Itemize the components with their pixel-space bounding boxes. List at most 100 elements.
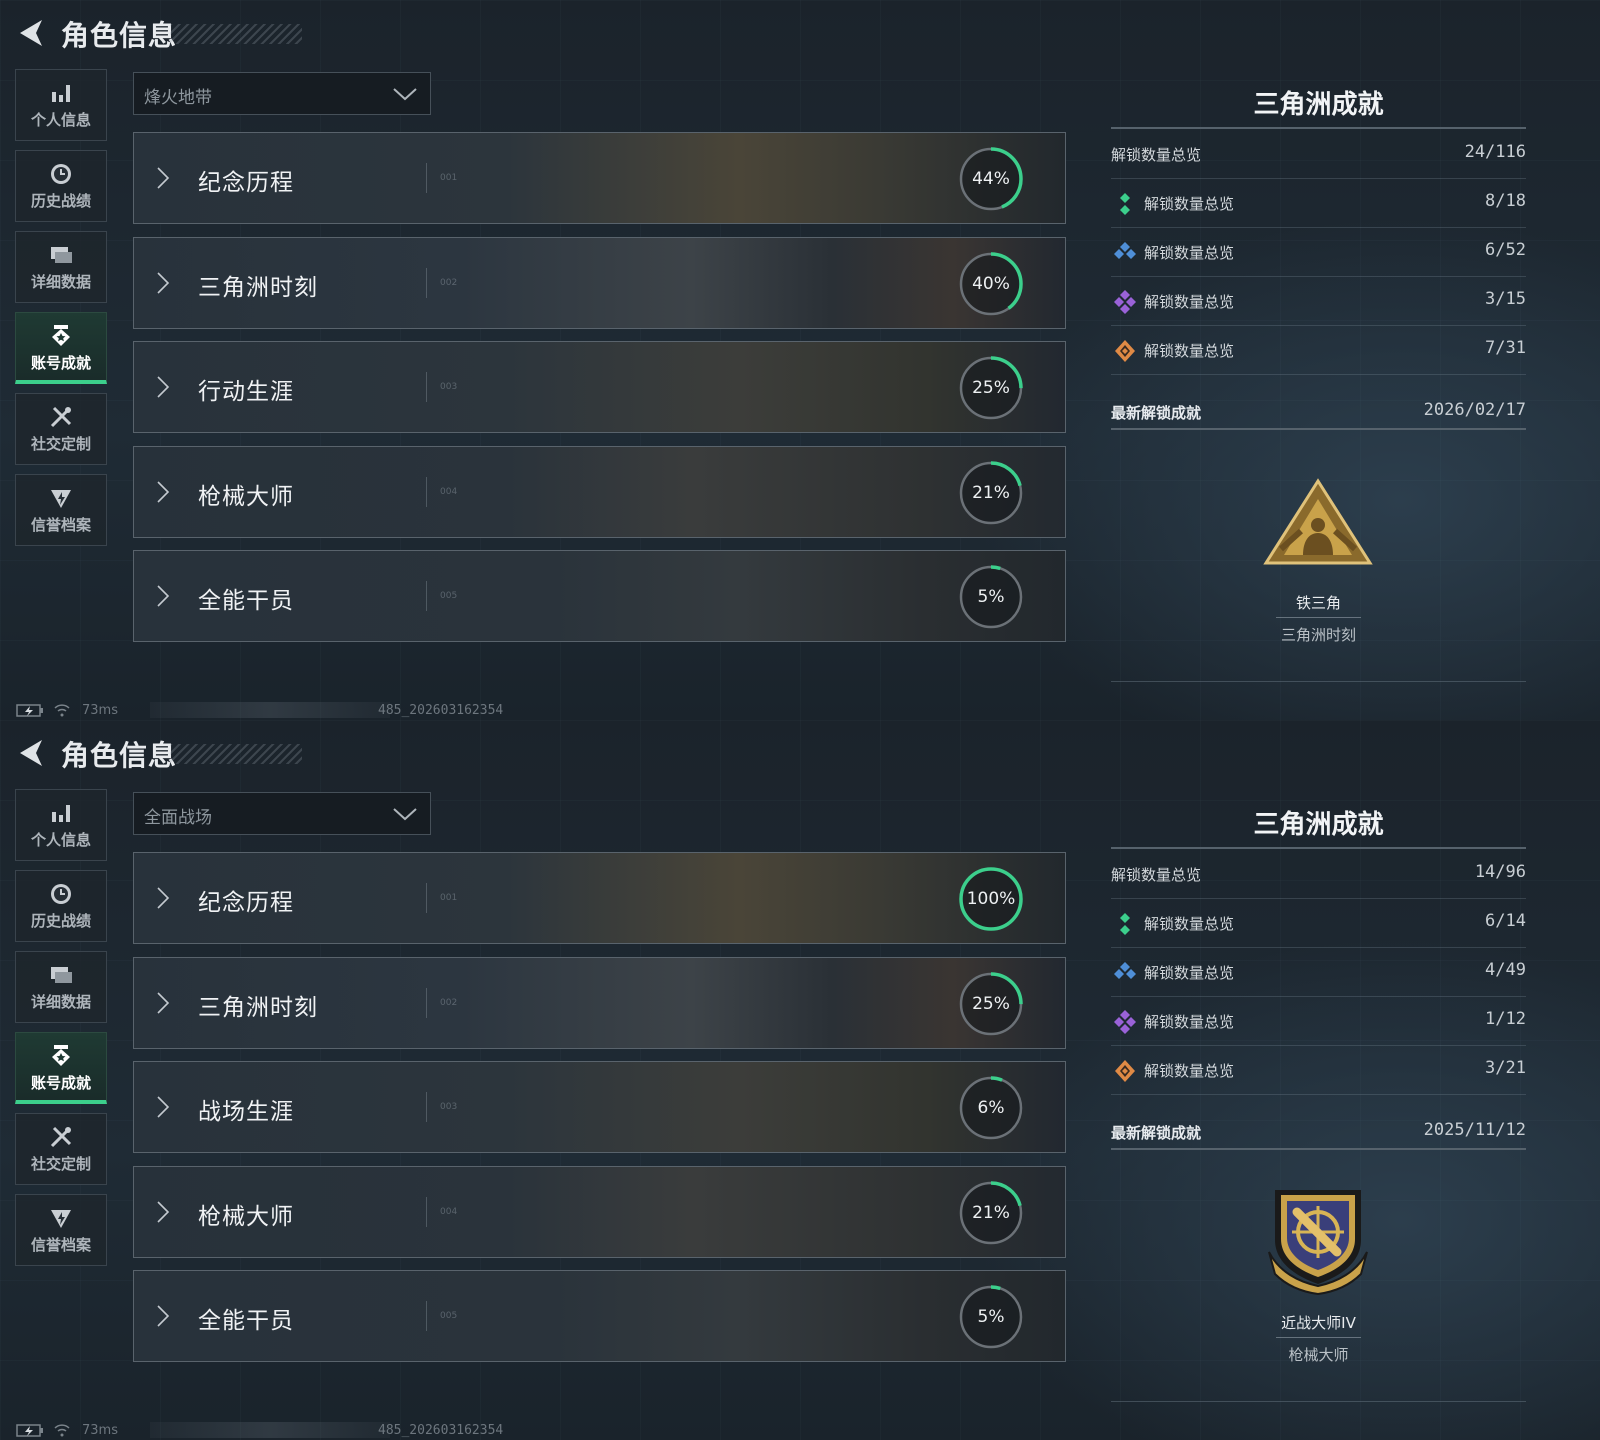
progress-ring xyxy=(959,147,1023,211)
category-row[interactable]: 全能干员 005 5% xyxy=(133,550,1066,643)
achievements-title: 三角洲成就 xyxy=(1253,810,1384,840)
triangle-emblem xyxy=(1263,477,1373,571)
progress-ring xyxy=(959,1181,1023,1245)
battery-charging-icon xyxy=(16,704,43,717)
progress-percent: 6% xyxy=(977,1098,1005,1119)
chevron-right-icon xyxy=(157,1096,170,1118)
sidebar-item-history-clock[interactable]: 历史战绩 xyxy=(15,150,107,222)
divider xyxy=(426,476,427,507)
sidebar-item-folder-cards[interactable]: 详细数据 xyxy=(15,951,107,1023)
shield-emblem xyxy=(1263,1182,1373,1301)
achievement-screen: 角色信息个人信息历史战绩详细数据账号成就社交定制信誉档案 烽火地带 纪念历程 001… xyxy=(0,0,1600,720)
mode-dropdown[interactable]: 全面战场 xyxy=(133,792,431,835)
tier-label: 解锁数量总览 xyxy=(1144,1013,1235,1031)
blue-tier-icon xyxy=(1114,242,1136,259)
category-row[interactable]: 纪念历程 001 100% xyxy=(133,852,1066,944)
category-banner-image xyxy=(134,133,1065,223)
tier-value: 3/15 xyxy=(1485,289,1526,309)
tier-value: 8/18 xyxy=(1485,191,1526,211)
mode-dropdown-value: 全面战场 xyxy=(144,808,212,828)
chevron-right-icon xyxy=(157,1201,170,1223)
sidebar-item-label: 信誉档案 xyxy=(30,516,91,534)
achievements-title: 三角洲成就 xyxy=(1253,90,1384,120)
tier-value: 1/12 xyxy=(1485,1009,1526,1029)
progress-percent: 5% xyxy=(977,1307,1005,1328)
achievement-category: 三角洲时刻 xyxy=(1280,626,1356,644)
sidebar-item-label: 历史战绩 xyxy=(30,912,91,930)
sidebar-item-achievement-badge[interactable]: 账号成就 xyxy=(15,312,107,384)
divider xyxy=(426,1301,427,1332)
category-name: 战场生涯 xyxy=(198,1099,294,1126)
category-row[interactable]: 枪械大师 004 21% xyxy=(133,445,1066,538)
tier-label: 解锁数量总览 xyxy=(1144,244,1235,262)
folder-cards-icon xyxy=(16,242,106,268)
sidebar-item-history-clock[interactable]: 历史战绩 xyxy=(15,870,107,942)
sidebar-item-folder-cards[interactable]: 详细数据 xyxy=(15,231,107,303)
chevron-right-icon xyxy=(157,585,170,607)
category-index: 002 xyxy=(440,277,458,288)
divider xyxy=(426,163,427,193)
progress-arc xyxy=(959,147,1023,211)
latest-achievement-card[interactable]: 近战大师IV 枪械大师 xyxy=(1111,1152,1526,1402)
divider xyxy=(1111,127,1526,129)
category-row[interactable]: 行动生涯 003 25% xyxy=(133,341,1066,434)
tier-label: 解锁数量总览 xyxy=(1144,195,1235,213)
back-arrow-icon[interactable] xyxy=(16,736,46,770)
sidebar-item-bar-chart[interactable]: 个人信息 xyxy=(15,69,107,141)
category-banner-image xyxy=(134,237,1065,328)
category-row[interactable]: 枪械大师 004 21% xyxy=(133,1165,1066,1258)
progress-ring xyxy=(959,461,1023,525)
bar-chart-icon xyxy=(16,80,106,106)
achievement-badge-icon xyxy=(16,323,106,349)
title-decoration xyxy=(170,24,302,44)
divider xyxy=(426,581,427,612)
divider xyxy=(426,883,427,913)
credit-shield-icon xyxy=(16,1205,106,1231)
category-row[interactable]: 全能干员 005 5% xyxy=(133,1270,1066,1363)
latest-unlock-label: 最新解锁成就 xyxy=(1111,404,1202,422)
tier-label: 解锁数量总览 xyxy=(1144,964,1235,982)
sidebar-item-label: 账号成就 xyxy=(30,1074,91,1092)
tier-value: 7/31 xyxy=(1485,338,1526,358)
sidebar-item-credit-shield[interactable]: 信誉档案 xyxy=(15,474,107,546)
sidebar-item-label: 历史战绩 xyxy=(30,192,91,210)
latest-unlock-date: 2026/02/17 xyxy=(1423,400,1526,420)
orange-tier-icon xyxy=(1115,1060,1135,1082)
category-row[interactable]: 三角洲时刻 002 40% xyxy=(133,236,1066,329)
category-row[interactable]: 三角洲时刻 002 25% xyxy=(133,956,1066,1049)
sidebar-item-achievement-badge[interactable]: 账号成就 xyxy=(15,1032,107,1104)
page-title: 角色信息 xyxy=(61,19,178,52)
back-arrow-icon[interactable] xyxy=(16,16,46,50)
status-bar: 73ms 485_202603162354 xyxy=(0,1420,1600,1440)
tier-row: 解锁数量总览 3/21 xyxy=(1111,1046,1526,1095)
category-row[interactable]: 纪念历程 001 44% xyxy=(133,132,1066,224)
sidebar-item-label: 个人信息 xyxy=(30,111,91,129)
sidebar-item-tools[interactable]: 社交定制 xyxy=(15,393,107,465)
sidebar-item-tools[interactable]: 社交定制 xyxy=(15,1113,107,1185)
build-id: 485_202603162354 xyxy=(378,1423,504,1438)
folder-cards-icon xyxy=(16,962,106,988)
status-bar: 73ms 485_202603162354 xyxy=(0,700,1600,720)
divider xyxy=(426,1092,427,1123)
chevron-right-icon xyxy=(157,1305,170,1327)
progress-arc xyxy=(959,1076,1023,1140)
tools-icon xyxy=(16,404,106,430)
chevron-down-icon xyxy=(393,88,417,101)
mode-dropdown[interactable]: 烽火地带 xyxy=(133,72,431,115)
divider xyxy=(426,1196,427,1227)
battery-charging-icon xyxy=(16,1424,43,1437)
latest-achievement-card[interactable]: 铁三角 三角洲时刻 xyxy=(1111,432,1526,682)
divider xyxy=(1276,617,1361,618)
achievement-name: 近战大师IV xyxy=(1281,1314,1356,1332)
category-name: 全能干员 xyxy=(198,1308,294,1335)
sidebar-item-bar-chart[interactable]: 个人信息 xyxy=(15,789,107,861)
sidebar-item-label: 详细数据 xyxy=(30,993,91,1011)
category-name: 全能干员 xyxy=(198,588,294,615)
category-row[interactable]: 战场生涯 003 6% xyxy=(133,1061,1066,1154)
tier-value: 4/49 xyxy=(1485,960,1526,980)
category-index: 002 xyxy=(440,997,458,1008)
sidebar-item-label: 社交定制 xyxy=(30,1155,91,1173)
sidebar-item-label: 社交定制 xyxy=(30,435,91,453)
sidebar-item-credit-shield[interactable]: 信誉档案 xyxy=(15,1194,107,1266)
tier-value: 3/21 xyxy=(1485,1058,1526,1078)
